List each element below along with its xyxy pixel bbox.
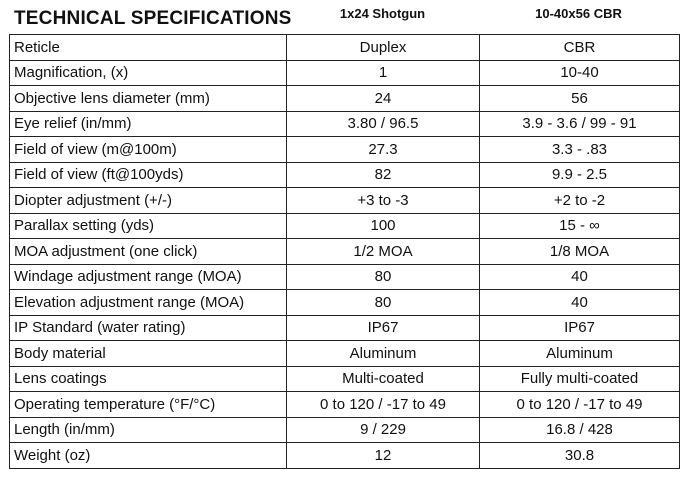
spec-label: Windage adjustment range (MOA) [9, 263, 287, 290]
spec-value-shotgun: 100 [286, 212, 480, 239]
spec-value-shotgun: 1/2 MOA [286, 238, 480, 265]
spec-value-shotgun: 9 / 229 [286, 416, 480, 443]
table-row: Magnification, (x) 1 10-40 [9, 59, 680, 86]
spec-value-cbr: 3.9 - 3.6 / 99 - 91 [479, 110, 680, 137]
spec-label: Operating temperature (°F/°C) [9, 391, 287, 418]
spec-value-shotgun: 80 [286, 289, 480, 316]
spec-value-cbr: 56 [479, 85, 680, 112]
spec-value-cbr: 40 [479, 263, 680, 290]
spec-value-shotgun: Duplex [286, 34, 480, 61]
spec-value-cbr: 16.8 / 428 [479, 416, 680, 443]
spec-label: Body material [9, 340, 287, 367]
table-row: Reticle Duplex CBR [9, 34, 680, 61]
spec-label: Magnification, (x) [9, 59, 287, 86]
spec-label: Weight (oz) [9, 442, 287, 469]
spec-value-cbr: 10-40 [479, 59, 680, 86]
spec-value-cbr: 30.8 [479, 442, 680, 469]
spec-label: Length (in/mm) [9, 416, 287, 443]
spec-label: Elevation adjustment range (MOA) [9, 289, 287, 316]
table-row: Weight (oz) 12 30.8 [9, 442, 680, 469]
table-row: Objective lens diameter (mm) 24 56 [9, 85, 680, 112]
spec-value-shotgun: 0 to 120 / -17 to 49 [286, 391, 480, 418]
spec-label: Reticle [9, 34, 287, 61]
spec-value-cbr: 0 to 120 / -17 to 49 [479, 391, 680, 418]
spec-value-shotgun: IP67 [286, 314, 480, 341]
spec-value-shotgun: 80 [286, 263, 480, 290]
spec-value-shotgun: 3.80 / 96.5 [286, 110, 480, 137]
spec-value-shotgun: 27.3 [286, 136, 480, 163]
table-row: Operating temperature (°F/°C) 0 to 120 / … [9, 391, 680, 418]
spec-value-shotgun: +3 to -3 [286, 187, 480, 214]
table-row: Diopter adjustment (+/-) +3 to -3 +2 to -2 [9, 187, 680, 214]
column-header-shotgun: 1x24 Shotgun [339, 6, 426, 21]
table-row: Length (in/mm) 9 / 229 16.8 / 428 [9, 416, 680, 443]
table-row: Field of view (m@100m) 27.3 3.3 - .83 [9, 136, 680, 163]
spec-value-cbr: 1/8 MOA [479, 238, 680, 265]
spec-value-shotgun: Aluminum [286, 340, 480, 367]
spec-label: Field of view (ft@100yds) [9, 161, 287, 188]
spec-label: Diopter adjustment (+/-) [9, 187, 287, 214]
table-row: Parallax setting (yds) 100 15 - ∞ [9, 212, 680, 239]
spec-label: Eye relief (in/mm) [9, 110, 287, 137]
spec-table-body: Reticle Duplex CBR Magnification, (x) 1 10-40… [9, 34, 680, 469]
table-row: IP Standard (water rating) IP67 IP67 [9, 314, 680, 341]
spec-value-cbr: IP67 [479, 314, 680, 341]
spec-value-shotgun: 1 [286, 59, 480, 86]
spec-value-cbr: 9.9 - 2.5 [479, 161, 680, 188]
column-header-cbr: 10-40x56 CBR [535, 6, 622, 21]
spec-value-shotgun: Multi-coated [286, 365, 480, 392]
table-row: Elevation adjustment range (MOA) 80 40 [9, 289, 680, 316]
spec-value-cbr: 3.3 - .83 [479, 136, 680, 163]
spec-value-cbr: +2 to -2 [479, 187, 680, 214]
table-row: Lens coatings Multi-coated Fully multi-coa… [9, 365, 680, 392]
spec-value-shotgun: 12 [286, 442, 480, 469]
spec-title: TECHNICAL SPECIFICATIONS [14, 8, 292, 29]
spec-value-shotgun: 82 [286, 161, 480, 188]
spec-label: MOA adjustment (one click) [9, 238, 287, 265]
spec-table: Reticle Duplex CBR Magnification, (x) 1 10-40… [9, 34, 680, 469]
table-row: Field of view (ft@100yds) 82 9.9 - 2.5 [9, 161, 680, 188]
spec-value-cbr: Aluminum [479, 340, 680, 367]
spec-value-cbr: 15 - ∞ [479, 212, 680, 239]
spec-label: Objective lens diameter (mm) [9, 85, 287, 112]
spec-label: Parallax setting (yds) [9, 212, 287, 239]
spec-value-cbr: 40 [479, 289, 680, 316]
table-row: Eye relief (in/mm) 3.80 / 96.5 3.9 - 3.6 /… [9, 110, 680, 137]
spec-label: Field of view (m@100m) [9, 136, 287, 163]
table-row: MOA adjustment (one click) 1/2 MOA 1/8 MOA [9, 238, 680, 265]
table-row: Body material Aluminum Aluminum [9, 340, 680, 367]
spec-label: IP Standard (water rating) [9, 314, 287, 341]
table-row: Windage adjustment range (MOA) 80 40 [9, 263, 680, 290]
spec-value-cbr: CBR [479, 34, 680, 61]
spec-value-shotgun: 24 [286, 85, 480, 112]
spec-label: Lens coatings [9, 365, 287, 392]
spec-value-cbr: Fully multi-coated [479, 365, 680, 392]
